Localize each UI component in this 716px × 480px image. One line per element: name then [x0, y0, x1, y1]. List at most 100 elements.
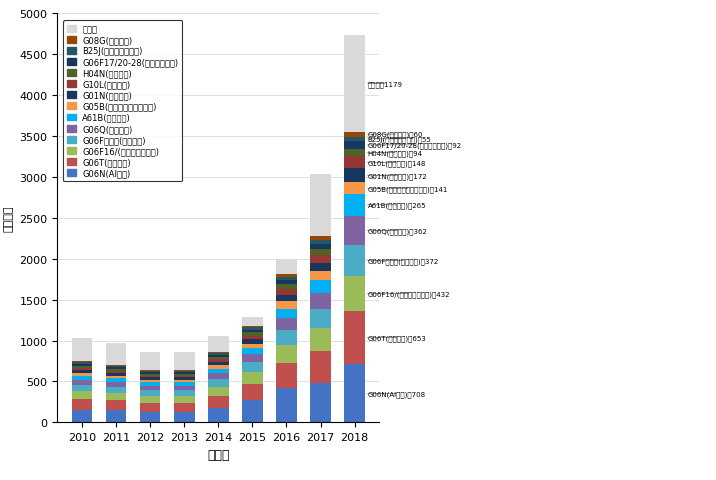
- Bar: [276, 346, 296, 364]
- Bar: [276, 275, 296, 277]
- Bar: [276, 364, 296, 388]
- Bar: [344, 183, 365, 194]
- Bar: [72, 338, 92, 361]
- Bar: [72, 370, 92, 373]
- Bar: [208, 336, 228, 352]
- Bar: [208, 374, 228, 379]
- Text: G05B(制御系・調整系一般)；141: G05B(制御系・調整系一般)；141: [367, 186, 448, 192]
- Bar: [140, 371, 160, 372]
- Bar: [140, 396, 160, 403]
- Text: G06T(画像処理)；653: G06T(画像処理)；653: [367, 335, 426, 341]
- Bar: [174, 371, 195, 372]
- Bar: [310, 383, 331, 422]
- Text: その他；1179: その他；1179: [367, 81, 402, 87]
- Bar: [140, 380, 160, 383]
- Bar: [106, 371, 127, 373]
- Bar: [72, 361, 92, 362]
- Bar: [72, 362, 92, 364]
- Bar: [310, 256, 331, 263]
- Bar: [72, 373, 92, 376]
- Bar: [344, 365, 365, 422]
- Bar: [72, 410, 92, 422]
- Bar: [208, 357, 228, 360]
- Bar: [208, 353, 228, 355]
- Bar: [276, 289, 296, 295]
- Bar: [174, 370, 195, 371]
- Bar: [174, 390, 195, 396]
- Bar: [344, 312, 365, 365]
- Text: G06F17/20-28(自然言語処理)；92: G06F17/20-28(自然言語処理)；92: [367, 142, 462, 149]
- Bar: [276, 330, 296, 346]
- Bar: [174, 386, 195, 390]
- Bar: [174, 376, 195, 378]
- Bar: [242, 336, 263, 339]
- Bar: [276, 295, 296, 301]
- Bar: [174, 352, 195, 370]
- Bar: [174, 412, 195, 422]
- Bar: [174, 372, 195, 374]
- Bar: [140, 370, 160, 371]
- Bar: [242, 339, 263, 344]
- Bar: [208, 352, 228, 353]
- Text: G08G(交通制御)；60: G08G(交通制御)；60: [367, 132, 423, 138]
- Bar: [106, 400, 127, 410]
- Bar: [310, 351, 331, 383]
- Bar: [72, 364, 92, 366]
- Bar: [310, 281, 331, 293]
- Bar: [208, 355, 228, 357]
- Y-axis label: 数件数出: 数件数出: [4, 205, 14, 232]
- Bar: [276, 285, 296, 289]
- Bar: [140, 383, 160, 386]
- Bar: [72, 368, 92, 370]
- Bar: [208, 408, 228, 422]
- Bar: [310, 237, 331, 240]
- Bar: [106, 410, 127, 422]
- Text: G10L(音声処理)；148: G10L(音声処理)；148: [367, 160, 426, 166]
- Bar: [276, 301, 296, 309]
- Bar: [310, 240, 331, 244]
- Text: G06Q(ビジネス)；362: G06Q(ビジネス)；362: [367, 228, 427, 234]
- Text: G06F16/(情報検索・推薖)；432: G06F16/(情報検索・推薖)；432: [367, 290, 450, 297]
- Text: G06Fその他(情報一般)；372: G06Fその他(情報一般)；372: [367, 258, 439, 264]
- Legend: その他, G08G(交通制御), B25J(マニピュレータ), G06F17/20-28(自然言語処理), H04N(映像処理), G10L(音声処理), G0: その他, G08G(交通制御), B25J(マニピュレータ), G06F17/2…: [63, 21, 183, 182]
- Bar: [310, 175, 331, 237]
- Bar: [242, 400, 263, 422]
- Bar: [344, 36, 365, 132]
- Text: B25J(マニピュレータ)；55: B25J(マニピュレータ)；55: [367, 136, 431, 143]
- Bar: [174, 378, 195, 380]
- Bar: [72, 399, 92, 410]
- Text: A61B(医学診断)；265: A61B(医学診断)；265: [367, 202, 426, 209]
- Bar: [174, 396, 195, 403]
- Bar: [344, 142, 365, 149]
- Bar: [344, 169, 365, 183]
- Bar: [242, 348, 263, 355]
- Bar: [242, 326, 263, 328]
- Bar: [242, 372, 263, 384]
- Bar: [140, 352, 160, 370]
- Bar: [344, 246, 365, 276]
- Bar: [106, 367, 127, 369]
- Bar: [72, 376, 92, 380]
- Bar: [174, 403, 195, 412]
- Bar: [276, 260, 296, 275]
- Bar: [310, 328, 331, 351]
- Bar: [344, 149, 365, 157]
- Text: H04N(映像処理)；94: H04N(映像処理)；94: [367, 150, 422, 156]
- Bar: [208, 379, 228, 387]
- Bar: [242, 384, 263, 400]
- Bar: [242, 344, 263, 348]
- Bar: [140, 372, 160, 374]
- Bar: [276, 281, 296, 285]
- Bar: [276, 318, 296, 330]
- Bar: [106, 373, 127, 376]
- Bar: [106, 369, 127, 371]
- Bar: [174, 383, 195, 386]
- Bar: [242, 330, 263, 333]
- Bar: [174, 374, 195, 376]
- Bar: [72, 380, 92, 385]
- Bar: [208, 369, 228, 374]
- Bar: [106, 365, 127, 366]
- Bar: [208, 365, 228, 369]
- Bar: [242, 362, 263, 372]
- Bar: [140, 378, 160, 380]
